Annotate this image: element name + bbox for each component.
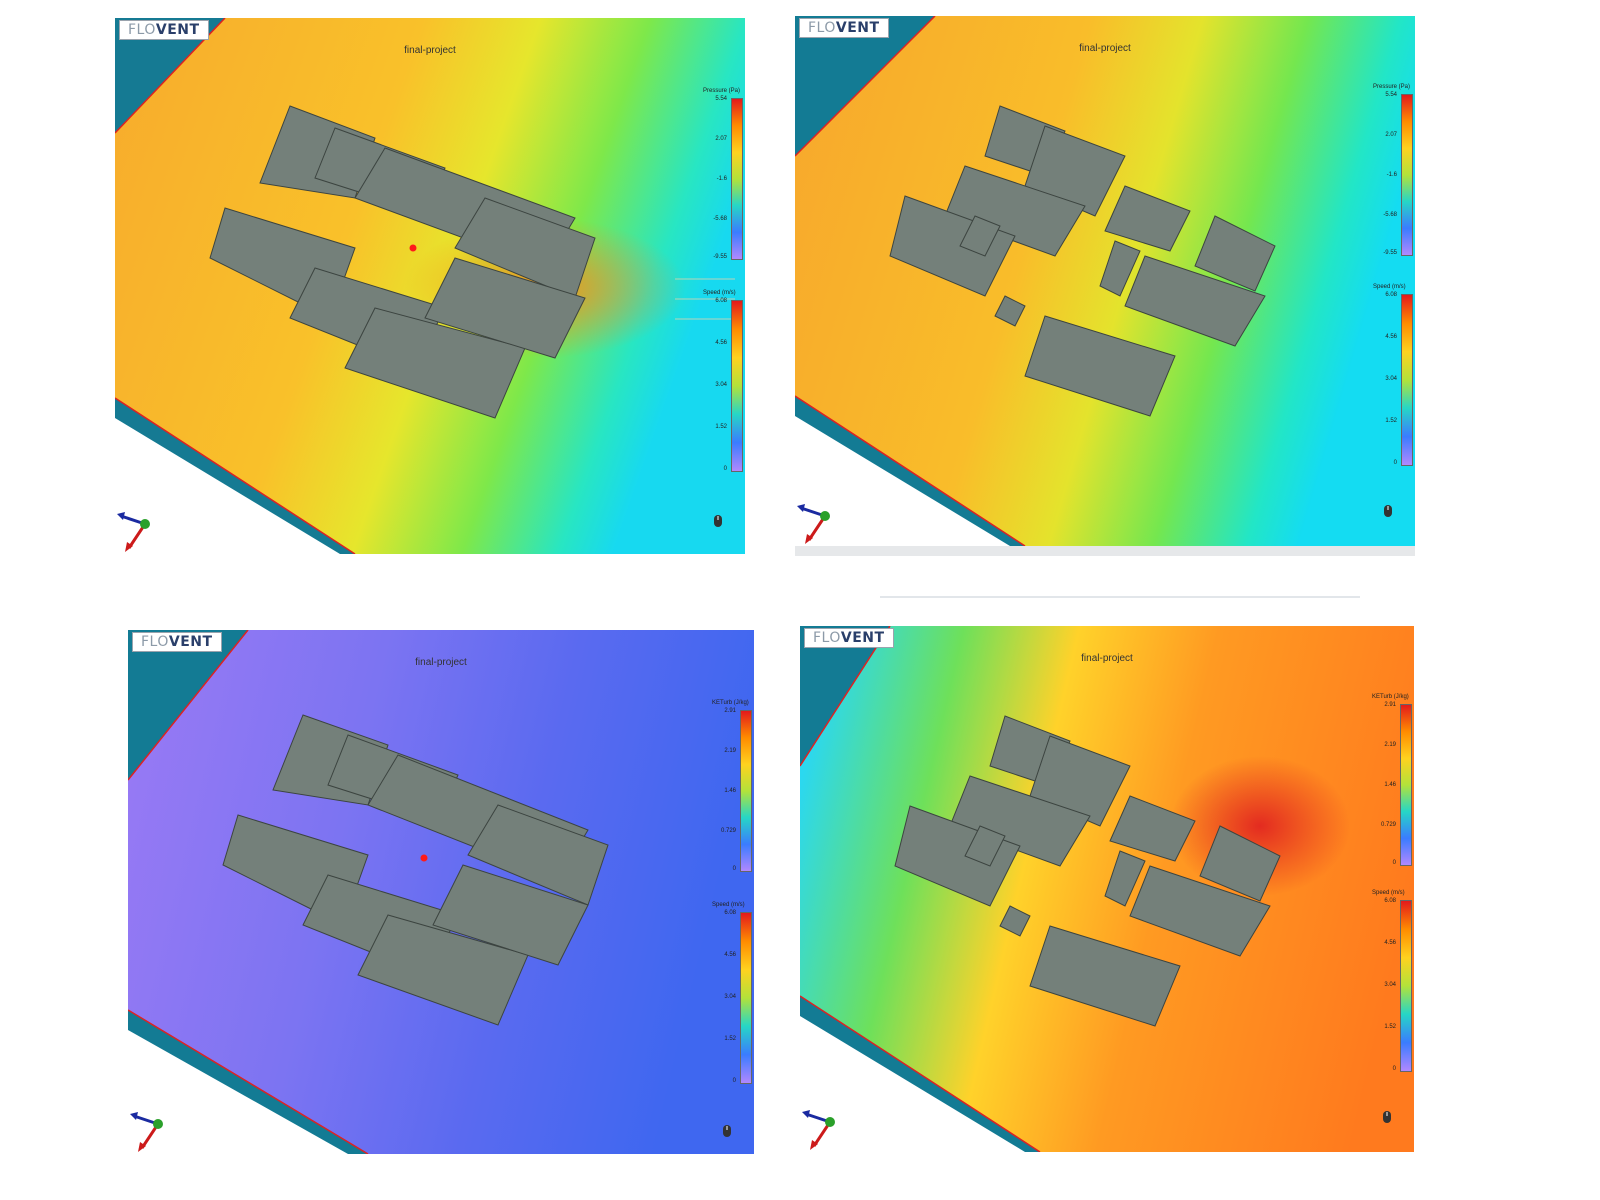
axis-triad-icon (117, 512, 150, 552)
legend-title: Speed (m/s) (1373, 284, 1406, 290)
flovent-logo: FLOVENT (804, 628, 894, 648)
legend-tick: 0 (1393, 460, 1397, 466)
legend-tick: -9.55 (1383, 250, 1397, 256)
legend-tick: -1.6 (1386, 172, 1397, 178)
legend-speed: Speed (m/s) 6.08 4.56 3.04 1.52 0 (1372, 890, 1412, 1080)
legend-tick: -5.68 (713, 216, 727, 222)
legend-tick: 4.56 (715, 340, 727, 346)
legend-title: Speed (m/s) (703, 290, 736, 296)
legend-tick: 5.54 (715, 96, 727, 102)
flow-field-scene[interactable] (800, 626, 1414, 1152)
flow-field-scene[interactable] (115, 18, 745, 554)
legend-tick: 0.729 (720, 828, 736, 834)
axis-triad-icon (797, 504, 830, 544)
legend-tick: 2.91 (724, 708, 736, 714)
legend-tick: -5.68 (1383, 212, 1397, 218)
legend-tick: 0 (1392, 1066, 1396, 1072)
legend-title: Speed (m/s) (1372, 890, 1405, 896)
viewport-panel-keturb-1[interactable]: FLOVENT final-project KETurb (J/kg) 2.91… (128, 630, 754, 1154)
legend-tick: 6.08 (1385, 292, 1397, 298)
flovent-logo: FLOVENT (799, 18, 889, 38)
project-title: final-project (404, 45, 456, 56)
legend-pressure: Pressure (Pa) 5.54 2.07 -1.6 -5.68 -9.55 (703, 88, 743, 268)
divider (880, 596, 1360, 598)
legend-speed: Speed (m/s) 6.08 4.56 3.04 1.52 0 (1373, 284, 1413, 474)
legend-tick: 2.07 (715, 136, 727, 142)
legend-pressure: Pressure (Pa) 5.54 2.07 -1.6 -5.68 -9.55 (1373, 84, 1413, 264)
legend-tick: 2.91 (1384, 702, 1396, 708)
legend-tick: 0 (732, 866, 736, 872)
legend-tick: 1.52 (1384, 1024, 1396, 1030)
mouse-icon (714, 515, 722, 527)
legend-tick: 2.19 (724, 748, 736, 754)
project-title: final-project (415, 657, 467, 668)
legend-tick: 0.729 (1380, 822, 1396, 828)
flow-field-scene[interactable] (128, 630, 754, 1154)
legend-tick: 3.04 (724, 994, 736, 1000)
legend-title: Pressure (Pa) (1373, 84, 1411, 90)
legend-tick: -9.55 (713, 254, 727, 260)
legend-tick: 3.04 (715, 382, 727, 388)
legend-tick: 2.07 (1385, 132, 1397, 138)
legend-tick: 4.56 (724, 952, 736, 958)
legend-tick: -1.6 (716, 176, 727, 182)
legend-tick: 1.52 (724, 1036, 736, 1042)
legend-speed: Speed (m/s) 6.08 4.56 3.04 1.52 0 (703, 290, 743, 480)
legend-keturb: KETurb (J/kg) 2.91 2.19 1.46 0.729 0 (712, 700, 752, 880)
axis-triad-icon (130, 1112, 163, 1152)
legend-title: Speed (m/s) (712, 902, 745, 908)
flovent-logo: FLOVENT (119, 20, 209, 40)
legend-tick: 6.08 (724, 910, 736, 916)
viewport-panel-pressure-2[interactable]: FLOVENT final-project Pressure (Pa) 5.54… (795, 16, 1415, 556)
legend-tick: 2.19 (1384, 742, 1396, 748)
legend-tick: 1.46 (1384, 782, 1396, 788)
legend-tick: 4.56 (1385, 334, 1397, 340)
viewport-panel-keturb-2[interactable]: FLOVENT final-project KETurb (J/kg) 2.91… (800, 626, 1414, 1152)
viewport-panel-pressure-1[interactable]: FLOVENT final-project Pressure (Pa) 5.54… (115, 18, 745, 554)
legend-tick: 0 (1392, 860, 1396, 866)
axis-triad-icon (802, 1110, 835, 1150)
legend-title: KETurb (J/kg) (1372, 694, 1409, 700)
legend-tick: 0 (732, 1078, 736, 1084)
mouse-icon (723, 1125, 731, 1137)
project-title: final-project (1081, 653, 1133, 664)
legend-tick: 1.52 (715, 424, 727, 430)
mouse-icon (1383, 1111, 1391, 1123)
legend-title: KETurb (J/kg) (712, 700, 749, 706)
legend-keturb: KETurb (J/kg) 2.91 2.19 1.46 0.729 0 (1372, 694, 1412, 874)
project-title: final-project (1079, 43, 1131, 54)
legend-tick: 6.08 (1384, 898, 1396, 904)
legend-title: Pressure (Pa) (703, 88, 741, 94)
flow-field-scene[interactable] (795, 16, 1415, 556)
flovent-logo: FLOVENT (132, 632, 222, 652)
legend-tick: 1.46 (724, 788, 736, 794)
legend-tick: 3.04 (1384, 982, 1396, 988)
legend-tick: 5.54 (1385, 92, 1397, 98)
legend-tick: 6.08 (715, 298, 727, 304)
legend-speed: Speed (m/s) 6.08 4.56 3.04 1.52 0 (712, 902, 752, 1092)
legend-tick: 3.04 (1385, 376, 1397, 382)
legend-tick: 0 (723, 466, 727, 472)
legend-tick: 1.52 (1385, 418, 1397, 424)
legend-tick: 4.56 (1384, 940, 1396, 946)
mouse-icon (1384, 505, 1392, 517)
